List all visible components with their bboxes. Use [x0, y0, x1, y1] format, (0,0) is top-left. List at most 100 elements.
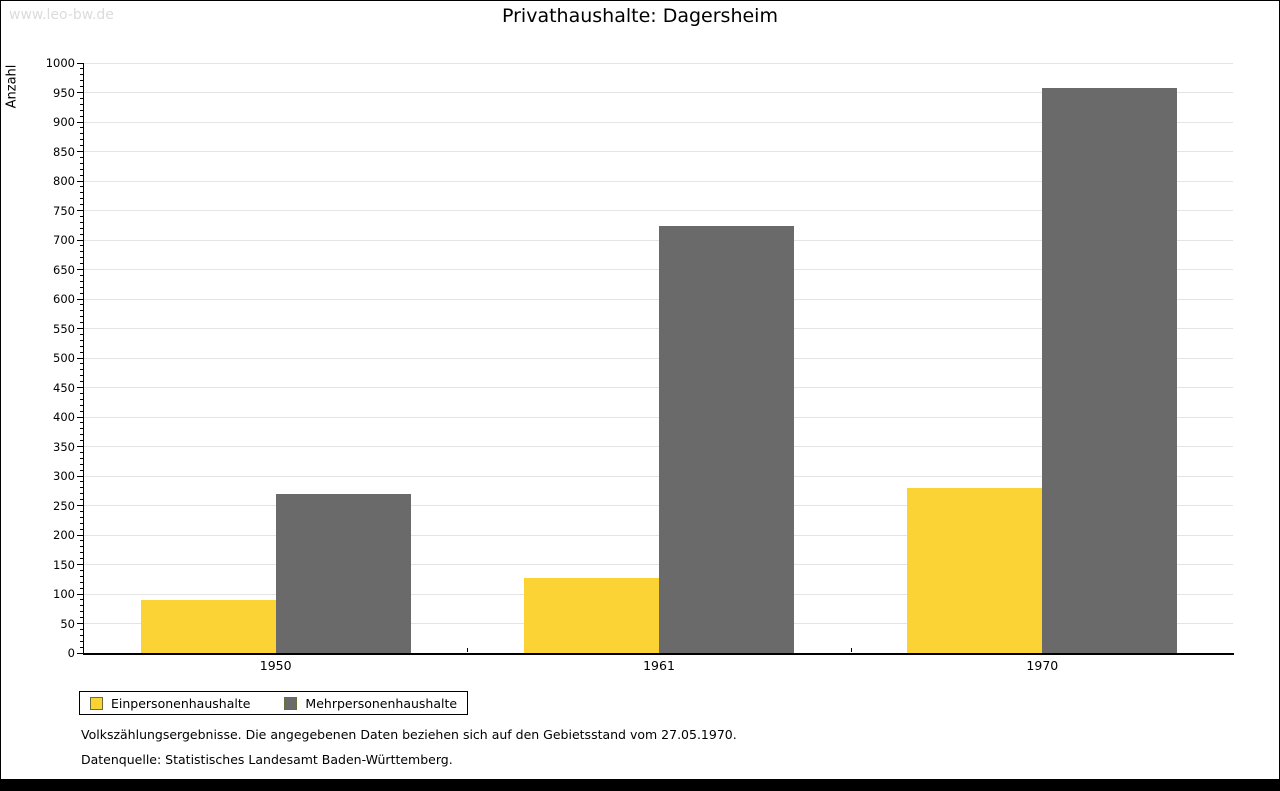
y-minor-tick — [80, 617, 83, 619]
y-minor-tick — [80, 469, 83, 471]
gridline — [84, 357, 1233, 359]
y-tick-label: 400 — [53, 410, 75, 424]
y-minor-tick — [80, 581, 83, 583]
y-minor-tick — [80, 68, 83, 70]
y-major-tick — [77, 416, 83, 418]
x-boundary-tick — [850, 648, 852, 652]
bar-einpersonenhaushalte-1950 — [140, 599, 276, 653]
gridline — [84, 534, 1233, 536]
y-minor-tick — [80, 257, 83, 259]
y-minor-tick — [80, 510, 83, 512]
y-axis-tick-labels: 0 50 100 150 200 250 300 350 400 450 500 550 600 650 7… — [1, 56, 75, 660]
x-tick-label: 1950 — [259, 658, 292, 673]
y-tick-label: 850 — [53, 144, 75, 159]
gridline — [84, 62, 1233, 64]
legend-label: Einpersonenhaushalte — [111, 695, 251, 711]
y-major-tick — [77, 298, 83, 300]
bar-mehrpersonenhaushalte-1970 — [1042, 88, 1178, 653]
y-minor-tick — [80, 440, 83, 442]
y-major-tick — [77, 593, 83, 595]
y-minor-tick — [80, 333, 83, 335]
y-minor-tick — [80, 139, 83, 141]
y-minor-tick — [80, 292, 83, 294]
y-major-tick — [77, 387, 83, 388]
y-tick-label: 650 — [53, 262, 75, 277]
y-minor-tick — [80, 628, 83, 630]
y-minor-tick — [80, 381, 83, 383]
gridline — [84, 328, 1233, 329]
y-minor-tick — [80, 351, 83, 353]
legend-label: Mehrpersonenhaushalte — [305, 695, 458, 711]
legend-swatch — [284, 696, 298, 710]
y-tick-label: 200 — [53, 528, 75, 542]
y-minor-tick — [80, 127, 83, 129]
y-tick-label: 500 — [53, 351, 75, 365]
y-tick-label: 900 — [53, 115, 75, 129]
y-major-tick — [77, 210, 83, 211]
y-minor-tick — [80, 516, 83, 518]
y-minor-tick — [80, 546, 83, 548]
y-major-tick — [77, 269, 83, 270]
footnote-data-source: Datenquelle: Statistisches Landesamt Bad… — [81, 752, 453, 767]
y-minor-tick — [80, 174, 83, 176]
y-minor-tick — [80, 339, 83, 341]
y-minor-tick — [80, 552, 83, 554]
bar-einpersonenhaushalte-1961 — [524, 578, 659, 653]
y-major-tick — [77, 564, 83, 565]
gridline — [84, 269, 1233, 270]
gridline — [84, 239, 1233, 241]
y-minor-tick — [80, 605, 83, 607]
y-minor-tick — [80, 145, 83, 147]
y-major-tick — [77, 652, 83, 654]
y-minor-tick — [80, 493, 83, 495]
y-major-tick — [77, 623, 83, 624]
y-minor-tick — [80, 481, 83, 483]
y-major-tick — [77, 505, 83, 506]
y-tick-label: 800 — [53, 174, 75, 188]
y-minor-tick — [80, 251, 83, 253]
y-minor-tick — [80, 463, 83, 465]
legend-item-mehrpersonenhaushalte: Mehrpersonenhaushalte — [284, 696, 457, 711]
y-tick-label: 0 — [67, 646, 75, 660]
y-tick-label: 450 — [53, 380, 75, 395]
y-minor-tick — [80, 457, 83, 459]
y-minor-tick — [80, 392, 83, 394]
watermark: www.leo-bw.de — [9, 7, 114, 23]
y-minor-tick — [80, 286, 83, 288]
y-minor-tick — [80, 322, 83, 324]
x-axis-line — [83, 653, 1234, 655]
y-minor-tick — [80, 634, 83, 636]
bar-einpersonenhaushalte-1970 — [907, 487, 1043, 653]
y-minor-tick — [80, 558, 83, 560]
y-minor-tick — [80, 103, 83, 105]
x-tick-label: 1961 — [643, 658, 675, 673]
y-minor-tick — [80, 528, 83, 530]
gridline — [84, 387, 1233, 388]
y-major-tick — [77, 121, 83, 123]
y-tick-label: 350 — [53, 439, 75, 454]
gridline — [84, 92, 1233, 93]
y-minor-tick — [80, 233, 83, 235]
y-minor-tick — [80, 499, 83, 501]
y-minor-tick — [80, 599, 83, 601]
y-tick-label: 50 — [60, 616, 75, 631]
y-minor-tick — [80, 569, 83, 571]
legend-item-einpersonenhaushalte: Einpersonenhaushalte — [90, 696, 250, 711]
y-minor-tick — [80, 221, 83, 223]
y-minor-tick — [80, 487, 83, 489]
y-minor-tick — [80, 186, 83, 188]
x-boundary-tick — [467, 648, 469, 652]
y-minor-tick — [80, 410, 83, 412]
y-minor-tick — [80, 80, 83, 82]
y-tick-label: 150 — [53, 557, 75, 572]
y-tick-label: 700 — [53, 233, 75, 247]
y-major-tick — [77, 534, 83, 536]
y-minor-tick — [80, 363, 83, 365]
y-tick-label: 1000 — [45, 56, 75, 70]
gridline — [84, 564, 1233, 565]
y-minor-tick — [80, 215, 83, 217]
legend-swatch — [90, 696, 103, 710]
bar-mehrpersonenhaushalte-1950 — [275, 494, 411, 653]
y-major-tick — [77, 357, 83, 359]
